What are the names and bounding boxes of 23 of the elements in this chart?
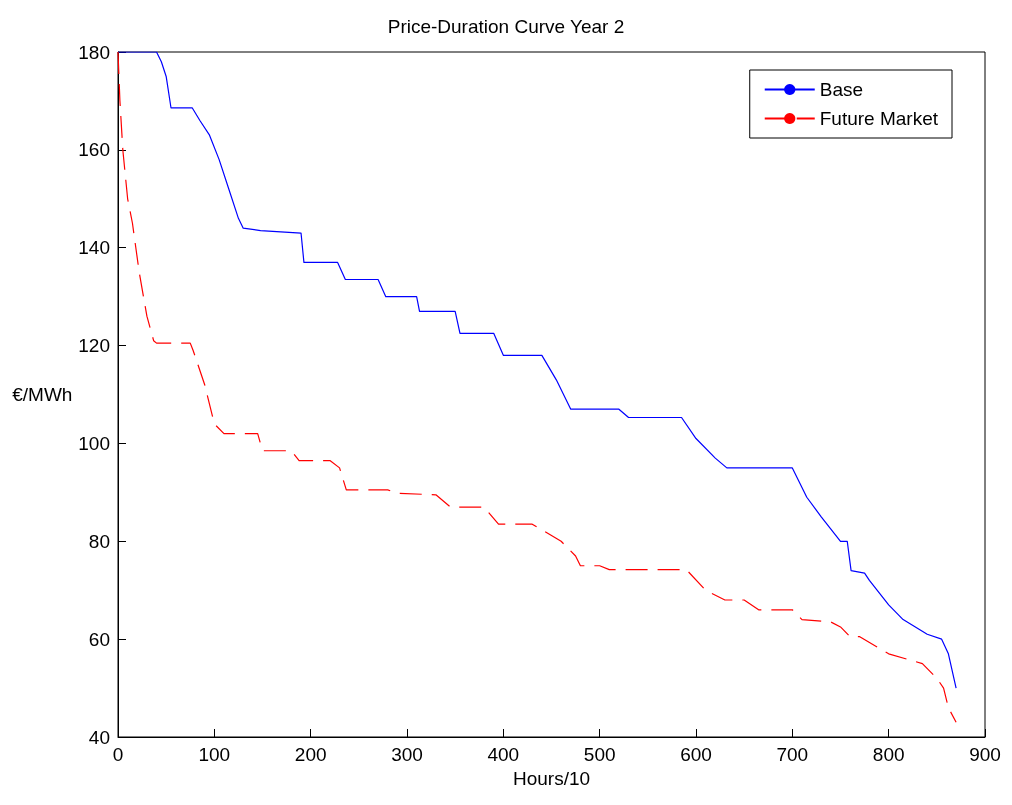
y-tick-label: 180: [78, 41, 110, 63]
x-tick-label: 400: [487, 744, 520, 765]
x-tick-label: 900: [969, 744, 1001, 765]
x-tick-label: 600: [680, 744, 712, 765]
x-tick-label: 200: [294, 744, 327, 765]
legend-label: Future Market: [819, 108, 939, 129]
x-tick-label: 800: [872, 744, 905, 765]
legend-label: Base: [819, 79, 864, 100]
x-tick-label: 500: [583, 744, 616, 765]
y-tick-label: 140: [78, 237, 110, 259]
y-tick-label: 160: [78, 139, 110, 161]
x-tick-label: 300: [391, 744, 423, 765]
x-axis-title: Hours/10: [512, 767, 591, 789]
chart-title: Price-Duration Curve Year 2: [387, 16, 625, 37]
y-axis-title: €/MWh: [12, 384, 73, 405]
x-tick-label: 100: [198, 744, 231, 765]
y-tick-label: 120: [78, 335, 110, 357]
x-tick-label: 0: [112, 744, 124, 765]
y-tick-label: 40: [88, 726, 110, 748]
y-tick-label: 80: [88, 530, 110, 552]
y-tick-label: 60: [88, 628, 110, 650]
y-tick-label: 100: [78, 432, 110, 454]
x-tick-label: 700: [776, 744, 809, 765]
